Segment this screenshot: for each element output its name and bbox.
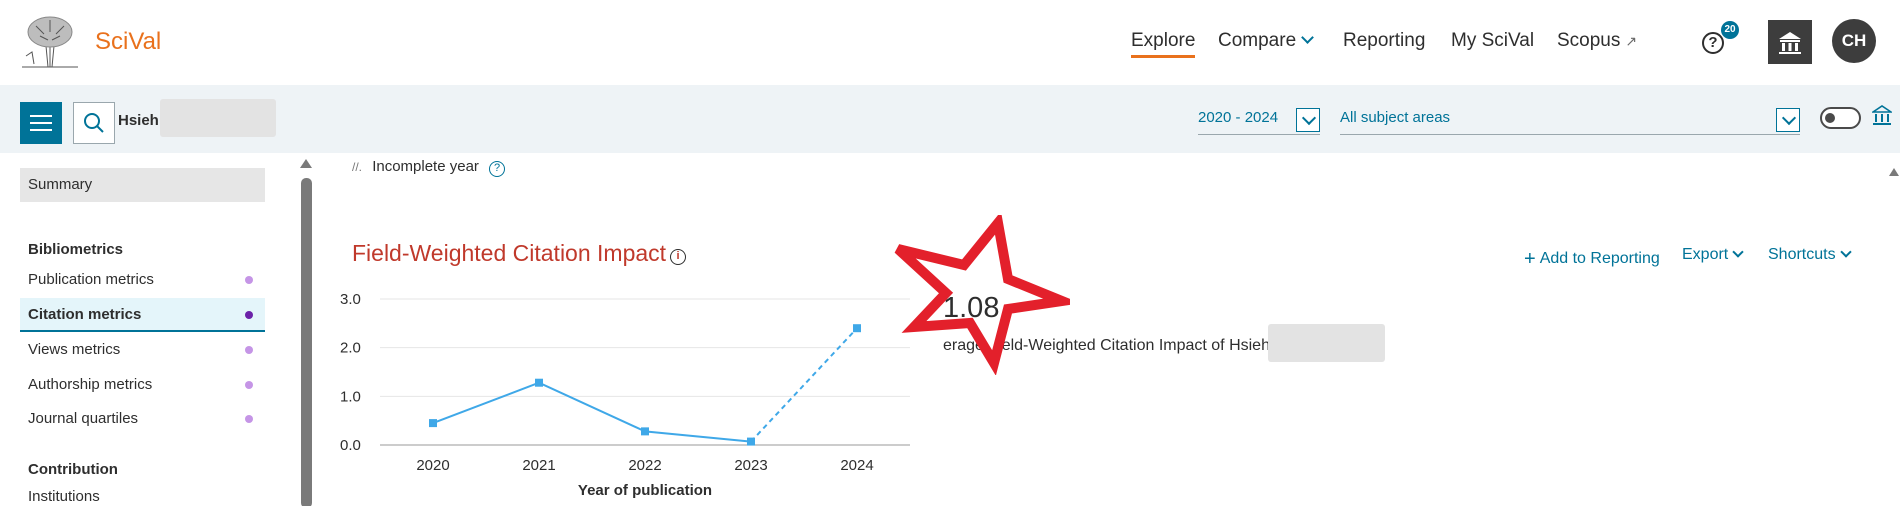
top-navigation: SciVal Explore Compare Reporting My SciV…	[0, 0, 1900, 85]
export-label: Export	[1682, 246, 1729, 263]
status-dot	[245, 381, 253, 389]
redacted-name	[1268, 324, 1385, 362]
institution-icon[interactable]	[1872, 105, 1892, 127]
nav-my-scival[interactable]: My SciVal	[1451, 30, 1535, 51]
incomplete-year-legend: //. Incomplete year ?	[352, 158, 506, 177]
nav-scopus-label: Scopus	[1557, 30, 1621, 51]
chevron-down-icon	[1839, 246, 1852, 258]
add-to-reporting-button[interactable]: + Add to Reporting	[1524, 246, 1660, 270]
export-button[interactable]: Export	[1682, 246, 1744, 264]
x-axis-label: Year of publication	[578, 482, 712, 499]
sidebar-item-journal-quartiles[interactable]: Journal quartiles	[20, 402, 265, 436]
sidebar-item-label: Authorship metrics	[28, 376, 153, 393]
add-to-reporting-label: Add to Reporting	[1539, 250, 1660, 267]
institution-button[interactable]	[1768, 20, 1812, 64]
hatch-icon: //.	[352, 160, 363, 174]
status-dot	[245, 276, 253, 284]
chevron-down-icon	[1776, 108, 1800, 132]
subject-area-value: All subject areas	[1340, 109, 1451, 126]
sidebar-item-summary[interactable]: Summary	[20, 168, 265, 202]
sidebar-section-contribution: Contribution	[28, 461, 118, 478]
data-point	[641, 427, 649, 436]
help-icon[interactable]: ?	[1702, 32, 1724, 54]
sidebar-item-institutions[interactable]: Institutions	[28, 488, 100, 505]
institution-icon	[1779, 32, 1801, 54]
nav-scopus[interactable]: Scopus ↗	[1557, 30, 1637, 52]
status-dot	[245, 415, 253, 423]
main-scroll-up-arrow[interactable]	[1889, 168, 1899, 176]
chevron-down-icon	[1296, 108, 1320, 132]
data-point	[747, 437, 755, 446]
nav-compare[interactable]: Compare	[1218, 30, 1315, 52]
sidebar-section-bibliometrics: Bibliometrics	[28, 241, 124, 258]
x-tick-label: 2022	[628, 457, 661, 474]
subject-area-select[interactable]: All subject areas	[1340, 103, 1800, 135]
sidebar-item-publication-metrics[interactable]: Publication metrics	[20, 263, 265, 297]
scroll-up-arrow[interactable]	[300, 159, 312, 168]
entity-name[interactable]: Hsieh	[118, 112, 159, 129]
x-tick-label: 2020	[416, 457, 449, 474]
sidebar-item-citation-metrics[interactable]: Citation metrics	[20, 298, 265, 332]
nav-reporting[interactable]: Reporting	[1343, 30, 1426, 51]
view-toggle[interactable]	[1820, 107, 1861, 129]
x-tick-label: 2021	[522, 457, 555, 474]
y-tick-label: 2.0	[340, 340, 361, 357]
data-point	[429, 419, 437, 428]
sidebar: Summary Bibliometrics Publication metric…	[0, 153, 290, 506]
search-icon	[84, 113, 104, 133]
sidebar-item-label: Citation metrics	[28, 306, 142, 323]
sidebar-item-label: Publication metrics	[28, 271, 154, 288]
year-range-value: 2020 - 2024	[1198, 109, 1279, 126]
data-point	[853, 324, 861, 333]
fwci-description: erage Field-Weighted Citation Impact of …	[943, 337, 1270, 354]
status-dot	[245, 311, 253, 319]
nav-compare-label: Compare	[1218, 30, 1297, 51]
question-icon[interactable]: ?	[489, 161, 506, 177]
x-tick-label: 2024	[840, 457, 873, 474]
elsevier-logo[interactable]	[18, 12, 82, 70]
scroll-thumb[interactable]	[301, 178, 312, 506]
chevron-down-icon	[1732, 246, 1744, 258]
chevron-down-icon	[1301, 31, 1315, 44]
help-badge: 20	[1721, 21, 1739, 39]
info-icon[interactable]: i	[670, 249, 687, 265]
y-tick-label: 0.0	[340, 437, 361, 454]
data-point	[535, 378, 543, 387]
shortcuts-label: Shortcuts	[1768, 246, 1836, 263]
nav-explore[interactable]: Explore	[1131, 30, 1196, 58]
section-title-text: Field-Weighted Citation Impact	[352, 240, 667, 266]
user-avatar[interactable]: CH	[1832, 19, 1876, 63]
shortcuts-button[interactable]: Shortcuts	[1768, 246, 1852, 264]
y-tick-label: 3.0	[340, 291, 361, 308]
search-button[interactable]	[73, 102, 115, 144]
series-line-incomplete	[750, 327, 858, 443]
fwci-value: 1.08	[943, 292, 1000, 324]
hamburger-menu-button[interactable]	[20, 102, 62, 144]
sidebar-item-views-metrics[interactable]: Views metrics	[20, 333, 265, 367]
x-tick-label: 2023	[734, 457, 767, 474]
sidebar-item-label: Journal quartiles	[28, 410, 139, 427]
context-bar: Hsieh 2020 - 2024 All subject areas	[0, 85, 1900, 153]
fwci-line-chart: 0.0 1.0 2.0 3.0 2020 2021 2022 2023 2024 Year of …	[340, 291, 910, 499]
star-annotation-icon	[894, 215, 1070, 375]
redacted-name	[160, 99, 276, 137]
sciVal-brand[interactable]: SciVal	[95, 28, 162, 55]
section-title: Field-Weighted Citation Impact i	[352, 240, 687, 267]
status-dot	[245, 346, 253, 354]
sidebar-scrollbar[interactable]	[300, 153, 312, 506]
year-range-select[interactable]: 2020 - 2024	[1198, 103, 1320, 135]
incomplete-year-label: Incomplete year	[372, 158, 479, 175]
sidebar-item-authorship-metrics[interactable]: Authorship metrics	[20, 368, 265, 402]
plus-icon: +	[1524, 248, 1536, 270]
external-link-icon: ↗	[1625, 33, 1638, 49]
series-line	[432, 381, 752, 443]
sidebar-item-label: Views metrics	[28, 341, 121, 358]
y-tick-label: 1.0	[340, 388, 361, 405]
